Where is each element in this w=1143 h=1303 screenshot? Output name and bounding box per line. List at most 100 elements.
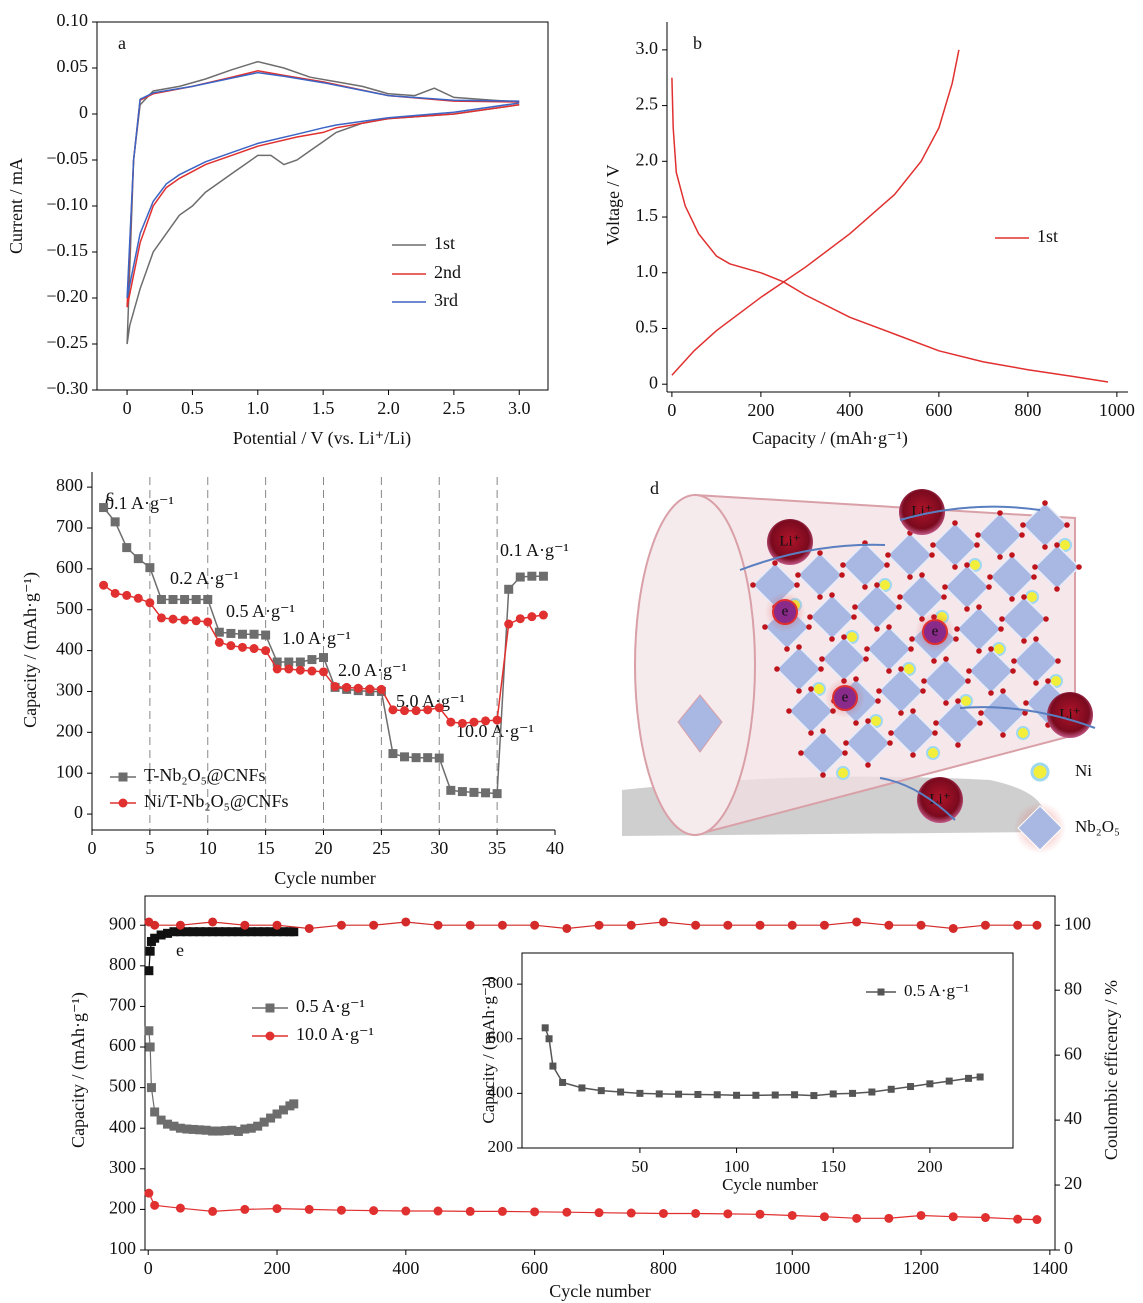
marker <box>226 628 236 638</box>
oxygen <box>943 700 949 706</box>
data-line <box>126 70 520 308</box>
oxygen <box>798 750 804 756</box>
marker <box>469 717 479 727</box>
marker <box>388 749 398 759</box>
y-axis-title: Capacity / (mAh·g⁻¹) <box>68 992 89 1148</box>
oxygen <box>874 582 880 588</box>
marker <box>272 1204 282 1214</box>
marker <box>541 1024 549 1032</box>
y-tick-label: 400 <box>488 1082 514 1101</box>
marker <box>145 1042 155 1052</box>
marker <box>110 517 120 527</box>
oxygen <box>1031 574 1037 580</box>
marker <box>214 637 224 647</box>
y-tick-label: 100 <box>56 761 83 781</box>
marker <box>240 927 250 937</box>
legend-label: Ni <box>1075 761 1092 780</box>
oxygen <box>964 562 970 568</box>
marker <box>675 1090 683 1098</box>
marker <box>976 1073 984 1081</box>
data-line <box>126 60 520 345</box>
marker <box>655 1090 663 1098</box>
oxygen <box>952 520 958 526</box>
marker <box>1032 1215 1042 1225</box>
rate-annotation: 0.5 A·g⁻¹ <box>226 601 295 621</box>
oxygen <box>1042 544 1048 550</box>
oxygen <box>853 720 859 726</box>
legend-label: 10.0 A·g⁻¹ <box>296 1024 374 1044</box>
oxygen <box>954 626 960 632</box>
oxygen <box>750 582 756 588</box>
marker <box>208 1206 218 1216</box>
panel-label: c <box>106 485 114 505</box>
marker <box>208 1126 218 1136</box>
marker <box>133 593 143 603</box>
x-tick-label: 25 <box>372 838 390 858</box>
oxygen <box>843 740 849 746</box>
marker <box>401 1206 411 1216</box>
marker <box>240 1204 250 1214</box>
marker <box>272 927 282 937</box>
marker <box>694 1090 702 1098</box>
marker <box>246 1123 256 1133</box>
cylinder-end <box>634 494 756 836</box>
marker <box>916 1210 926 1220</box>
y-tick-label: 1.0 <box>636 261 659 281</box>
oxygen <box>829 636 835 642</box>
marker <box>980 920 990 930</box>
marker <box>175 1203 185 1213</box>
y-tick-label: 500 <box>109 1076 136 1096</box>
oxygen <box>965 678 971 684</box>
marker <box>203 617 213 627</box>
marker <box>188 1124 198 1134</box>
marker <box>145 946 155 956</box>
marker <box>819 1212 829 1222</box>
y-axis-title: Voltage / V <box>603 164 623 245</box>
y-tick-label: 700 <box>109 995 136 1015</box>
y2-tick-label: 60 <box>1064 1043 1082 1063</box>
marker <box>304 1204 314 1214</box>
oxygen <box>853 676 859 682</box>
marker <box>504 619 514 629</box>
oxygen <box>874 626 880 632</box>
marker <box>559 1078 567 1086</box>
x-tick-label: 100 <box>724 1157 750 1176</box>
marker <box>877 988 885 996</box>
y-tick-label: 200 <box>109 1198 136 1218</box>
marker <box>481 716 491 726</box>
marker <box>594 920 604 930</box>
oxygen <box>999 616 1005 622</box>
marker <box>259 1117 269 1127</box>
li-ion <box>899 489 945 535</box>
oxygen <box>852 604 858 610</box>
marker <box>150 1200 160 1210</box>
marker <box>787 920 797 930</box>
oxygen <box>1000 688 1006 694</box>
electron-label: e <box>932 623 939 639</box>
x-tick-label: 35 <box>488 838 506 858</box>
li-ion-label: Li⁺ <box>779 533 800 549</box>
x-tick-label: 1200 <box>903 1258 939 1278</box>
marker <box>175 927 185 937</box>
oxygen <box>1009 552 1015 558</box>
marker <box>289 927 299 937</box>
marker <box>99 503 109 513</box>
marker <box>549 1062 557 1070</box>
rate-annotation: 2.0 A·g⁻¹ <box>338 660 407 680</box>
marker <box>810 1092 818 1100</box>
marker <box>691 1208 701 1218</box>
oxygen <box>807 614 813 620</box>
marker <box>755 920 765 930</box>
marker <box>259 927 269 937</box>
marker <box>926 1080 934 1088</box>
marker <box>353 683 363 693</box>
oxygen <box>772 560 778 566</box>
marker <box>713 1091 721 1099</box>
marker <box>118 772 128 782</box>
marker <box>336 1205 346 1215</box>
marker <box>163 1119 173 1129</box>
panel-label: b <box>693 33 702 53</box>
marker <box>227 1125 237 1135</box>
marker <box>497 1206 507 1216</box>
oxygen <box>1022 710 1028 716</box>
